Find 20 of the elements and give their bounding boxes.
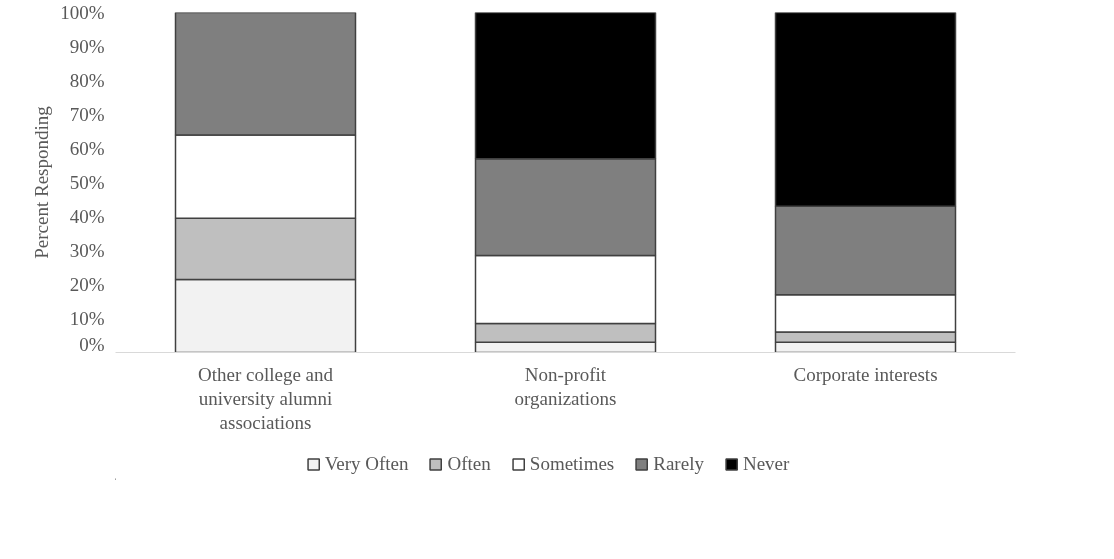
y-tick-label: 0% — [79, 333, 105, 355]
x-tick-label: Corporate interests — [793, 363, 938, 385]
legend-label: Often — [447, 453, 491, 475]
x-tick-label: Other college and university alumni associations — [197, 363, 334, 433]
y-tick-label: 30% — [69, 240, 105, 261]
legend-label: Sometimes — [529, 453, 615, 475]
y-tick-label: 70% — [69, 104, 105, 125]
y-tick-label: 60% — [69, 138, 105, 159]
y-tick-label: 90% — [69, 36, 105, 57]
legend-label: Rarely — [653, 453, 704, 475]
y-tick-label: 50% — [69, 172, 105, 193]
y-tick-label: 20% — [69, 274, 105, 295]
legend-label: Never — [742, 453, 790, 475]
y-tick-label: 100% — [60, 2, 105, 23]
y-tick-label: 40% — [69, 206, 105, 227]
legend-label: Very Often — [324, 453, 409, 475]
y-tick-label: 10% — [69, 308, 105, 329]
y-axis-title: Percent Responding — [31, 105, 53, 259]
y-tick-label: 80% — [69, 70, 105, 91]
x-tick-label: Non-profit organizations — [514, 363, 617, 409]
